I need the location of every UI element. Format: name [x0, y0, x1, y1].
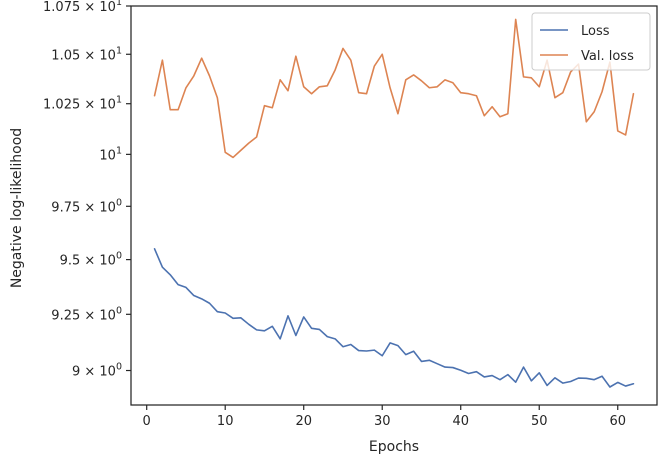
y-tick-label: 1.075 × 101 [43, 0, 122, 15]
x-tick-label: 60 [609, 414, 626, 429]
axes-frame [130, 5, 658, 406]
legend-label-loss: Loss [581, 24, 610, 39]
series-group [153, 18, 635, 388]
y-tick-label: 101 [99, 145, 122, 163]
plot-area [131, 6, 657, 405]
series-line-val-loss [153, 18, 635, 159]
y-axis-title: Negative log-likelihood [9, 128, 25, 288]
y-axis: 9 × 100 9.25 × 100 9.5 × 100 9.75 × 100 101 1… [43, 0, 131, 380]
y-tick-label: 1.025 × 101 [43, 95, 122, 113]
y-tick-label: 9.75 × 100 [51, 197, 122, 215]
x-tick-label: 40 [452, 414, 469, 429]
x-tick-label: 0 [143, 414, 151, 429]
x-tick-label: 20 [295, 414, 312, 429]
series-line-loss [153, 248, 635, 388]
x-axis: 0 10 20 30 40 50 60 [143, 405, 626, 429]
x-tick-label: 30 [374, 414, 391, 429]
y-tick-label: 9.5 × 100 [60, 251, 122, 269]
y-tick-label: 1.05 × 101 [51, 45, 122, 63]
y-tick-label: 9.25 × 100 [51, 305, 122, 323]
legend: Loss Val. loss [531, 12, 651, 71]
y-tick-label: 9 × 100 [72, 362, 122, 380]
legend-label-val-loss: Val. loss [581, 49, 634, 64]
x-tick-label: 10 [217, 414, 234, 429]
x-tick-label: 50 [531, 414, 548, 429]
x-axis-title: Epochs [369, 439, 419, 455]
